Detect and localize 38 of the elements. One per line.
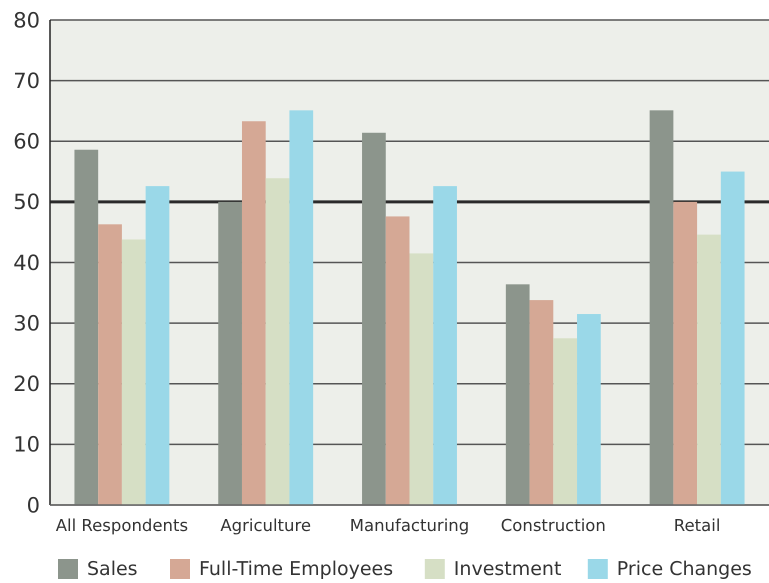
x-tick-label: Retail — [674, 516, 720, 535]
bar — [530, 300, 554, 505]
bar — [553, 338, 578, 505]
y-tick-label: 40 — [13, 250, 40, 275]
bar — [74, 150, 98, 505]
y-tick-label: 30 — [13, 311, 40, 336]
legend-label: Price Changes — [616, 558, 752, 580]
y-tick-label: 20 — [13, 372, 40, 396]
y-tick-label: 80 — [13, 8, 40, 32]
y-tick-label: 10 — [13, 432, 40, 457]
bar — [289, 110, 314, 505]
legend-label: Sales — [87, 558, 138, 580]
bar — [577, 314, 601, 505]
x-tick-label: Agriculture — [220, 516, 312, 535]
legend-label: Investment — [454, 558, 562, 580]
bar — [98, 224, 122, 505]
legend-label: Full-Time Employees — [199, 558, 394, 580]
y-tick-label: 60 — [13, 130, 40, 154]
bar — [697, 234, 721, 505]
bar — [146, 186, 170, 505]
bar — [122, 239, 146, 505]
bar — [506, 284, 530, 505]
bar — [218, 202, 242, 505]
bar — [673, 202, 698, 505]
bar — [362, 132, 386, 505]
x-tick-label: All Respondents — [56, 516, 188, 535]
y-tick-label: 70 — [13, 68, 40, 93]
bar — [386, 216, 410, 505]
bar — [720, 172, 745, 505]
y-tick-label: 50 — [13, 190, 40, 214]
bar — [410, 253, 434, 505]
bar — [433, 186, 457, 505]
y-tick-label: 0 — [26, 493, 40, 518]
bar — [266, 178, 290, 505]
x-tick-label: Construction — [500, 516, 606, 535]
x-tick-label: Manufacturing — [350, 516, 470, 535]
bar — [242, 121, 266, 505]
bar — [650, 110, 674, 505]
